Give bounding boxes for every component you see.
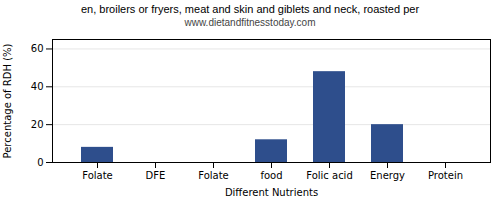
svg-text:40: 40 [31,81,44,92]
svg-text:Folate: Folate [82,170,113,181]
html-text:www.dietandfitnesstoday.com: www.dietandfitnesstoday.com [184,17,316,28]
svg-text:20: 20 [31,119,44,130]
svg-text:Percentage of RDH (%): Percentage of RDH (%) [2,43,13,158]
svg-text:0: 0 [37,157,43,168]
svg-text:Energy: Energy [370,170,405,181]
svg-text:DFE: DFE [146,170,166,181]
svg-text:Different Nutrients: Different Nutrients [225,187,318,198]
svg-text:Folic acid: Folic acid [306,170,353,181]
html-text:en, broilers or fryers, meat a: en, broilers or fryers, meat and skin an… [80,3,420,15]
svg-text:60: 60 [31,43,44,54]
svg-text:Protein: Protein [428,170,463,181]
svg-text:Folate: Folate [198,170,229,181]
svg-text:food: food [260,170,282,181]
